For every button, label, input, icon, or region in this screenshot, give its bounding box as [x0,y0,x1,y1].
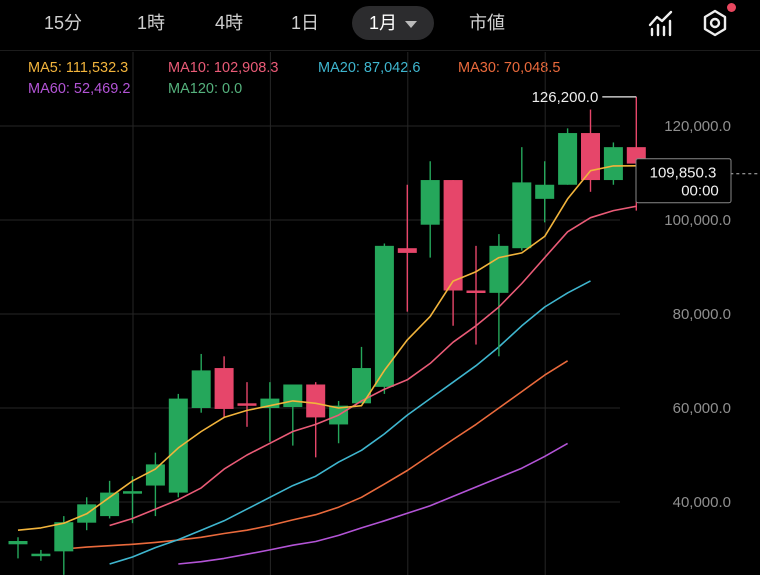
timeframe-toolbar: 15分 1時 4時 1日 1月 市値 [0,0,760,46]
candle [374,243,394,394]
candle [168,393,188,498]
candle-body [145,464,165,486]
price-tag-time: 00:00 [681,183,719,200]
candle-body [466,290,486,293]
ma60-line [178,442,568,565]
chart-indicator-icon[interactable] [646,8,676,38]
candle-body [283,384,303,408]
candle [31,549,51,561]
candle [100,480,120,519]
y-tick-label: 100,000.0 [664,212,731,229]
candle [512,147,532,251]
tab-1day[interactable]: 1日 [270,6,340,40]
candle-body [306,384,326,418]
tab-label: 15分 [43,13,83,33]
tab-label: 市値 [469,13,505,33]
candle [8,537,28,559]
candle [191,353,211,413]
tab-label: 1時 [136,13,165,33]
y-tick-label: 120,000.0 [664,118,731,135]
candle-body [489,245,509,293]
candle [54,516,74,575]
candle-body [237,403,257,406]
tab-4hour[interactable]: 4時 [194,6,264,40]
candle-body [535,184,555,199]
high-marker-label: 126,200.0 [532,89,599,106]
legend-ma60: MA60: 52,469.2 [28,81,131,97]
candle-body [123,491,142,494]
candle-body [214,368,234,409]
tab-label: 1日 [290,13,319,33]
legend-ma120: MA120: 0.0 [168,81,243,97]
tab-1month[interactable]: 1月 [352,6,434,40]
candle-body [581,133,600,181]
candle [420,161,440,258]
price-tag-box [635,158,732,204]
ma10-line [109,205,637,527]
price-tag-price: 109,850.3 [650,165,717,182]
chevron-down-icon [405,20,417,28]
candle-body [8,541,28,545]
candle-body [397,248,417,253]
notification-dot [727,3,736,12]
candle [214,356,234,418]
ma30-line [63,360,569,550]
tab-label: 1月 [368,13,397,33]
ma5-line [17,165,637,531]
y-tick-label: 60,000.0 [673,400,731,417]
candle-body [31,553,51,557]
candle-body [558,133,578,185]
tab-market-cap[interactable]: 市値 [452,6,522,40]
candle [443,180,463,326]
candle-body [374,245,394,387]
ma20-line [109,280,591,565]
legend-ma20: MA20: 87,042.6 [318,60,421,76]
candle-body [260,398,280,408]
candle [352,346,371,404]
toolbar-divider [0,50,760,51]
candle-body [191,370,211,408]
candle [145,452,165,517]
y-tick-label: 40,000.0 [673,494,731,511]
candle-body [100,492,120,517]
candle [489,234,509,357]
candle-body [443,180,463,291]
candle [283,384,303,446]
hexagon-settings-icon[interactable] [700,8,730,38]
candle [581,109,600,192]
candle [397,184,417,312]
candle [558,128,578,185]
legend-ma10: MA10: 102,908.3 [168,60,279,76]
candle-body [54,522,74,552]
candle-body [603,147,623,181]
candle [306,382,326,458]
candle [466,245,486,345]
candle [260,382,280,442]
candle [237,382,257,427]
candle-body [168,398,188,493]
legend-ma30: MA30: 70,048.5 [458,60,561,76]
tab-1hour[interactable]: 1時 [116,6,186,40]
candle [535,161,555,223]
candle [603,142,623,185]
legend-ma5: MA5: 111,532.3 [28,60,129,76]
tab-label: 4時 [214,13,243,33]
candle-body [420,180,440,225]
candle-body [352,368,371,404]
candle [123,476,142,524]
tab-15min[interactable]: 15分 [28,6,98,40]
y-tick-label: 80,000.0 [673,306,731,323]
candle-body [512,182,532,249]
